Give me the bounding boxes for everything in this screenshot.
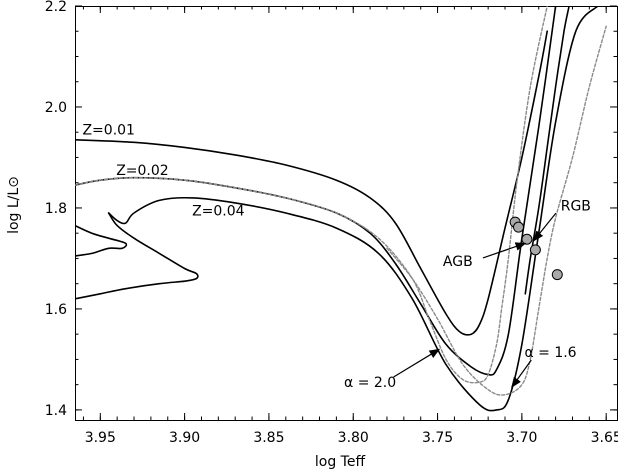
annotation-label: Z=0.01 bbox=[82, 123, 135, 139]
marker-point bbox=[513, 221, 525, 233]
annotation-arrow bbox=[482, 242, 527, 259]
series-line-z-0-04-blue-loop- bbox=[75, 212, 199, 300]
series-line-alpha-2-0 bbox=[75, 6, 548, 384]
annotations: Z=0.01 Z=0.02 Z=0.04 AGB RGB α = 2.0 α = 1.6 bbox=[82, 123, 590, 391]
annotation-label: α = 1.6 bbox=[524, 345, 576, 361]
series-line-z-0-02 bbox=[75, 6, 557, 376]
y-tick-labels: 1.4 1.6 1.8 2.0 2.2 bbox=[45, 0, 67, 419]
marker-point bbox=[551, 269, 563, 281]
marker-point bbox=[529, 244, 541, 256]
series-layer bbox=[75, 6, 607, 412]
series-line-z-0-04 bbox=[107, 6, 599, 412]
x-tick-label: 3.80 bbox=[338, 430, 369, 446]
x-tick-label: 3.90 bbox=[169, 430, 200, 446]
y-tick-label: 1.6 bbox=[45, 302, 67, 318]
y-axis-title: log L/L⊙ bbox=[6, 176, 22, 234]
x-tick-label: 3.85 bbox=[253, 430, 284, 446]
marker-point bbox=[521, 233, 533, 245]
series-line-z-0-02-blue-loop- bbox=[75, 224, 128, 257]
annotation-label: α = 2.0 bbox=[344, 375, 396, 391]
annotation-label: AGB bbox=[443, 254, 473, 270]
annotation-label: RGB bbox=[561, 198, 591, 214]
annotation-label: Z=0.04 bbox=[192, 204, 245, 220]
series-line-z-0-01 bbox=[75, 30, 548, 336]
x-tick-label: 3.75 bbox=[422, 430, 453, 446]
series-line-alpha-1-6 bbox=[386, 25, 607, 396]
annotation-arrow bbox=[511, 359, 532, 389]
axis-ticks bbox=[75, 5, 617, 420]
y-tick-label: 1.8 bbox=[45, 201, 67, 217]
marker-points bbox=[509, 216, 563, 281]
annotation-arrow bbox=[533, 212, 557, 242]
x-tick-label: 3.70 bbox=[506, 430, 537, 446]
series-line-rgb-branch bbox=[524, 6, 570, 295]
annotation-label: Z=0.02 bbox=[116, 163, 169, 179]
y-tick-label: 1.4 bbox=[45, 403, 67, 419]
x-tick-label: 3.65 bbox=[591, 430, 618, 446]
y-tick-label: 2.2 bbox=[45, 0, 67, 15]
x-axis-title: log Teff bbox=[315, 454, 366, 470]
y-tick-label: 2.0 bbox=[45, 100, 67, 116]
x-tick-labels: 3.95 3.90 3.85 3.80 3.75 3.70 3.65 bbox=[85, 430, 618, 446]
annotation-arrow bbox=[393, 348, 441, 378]
x-tick-label: 3.95 bbox=[85, 430, 116, 446]
